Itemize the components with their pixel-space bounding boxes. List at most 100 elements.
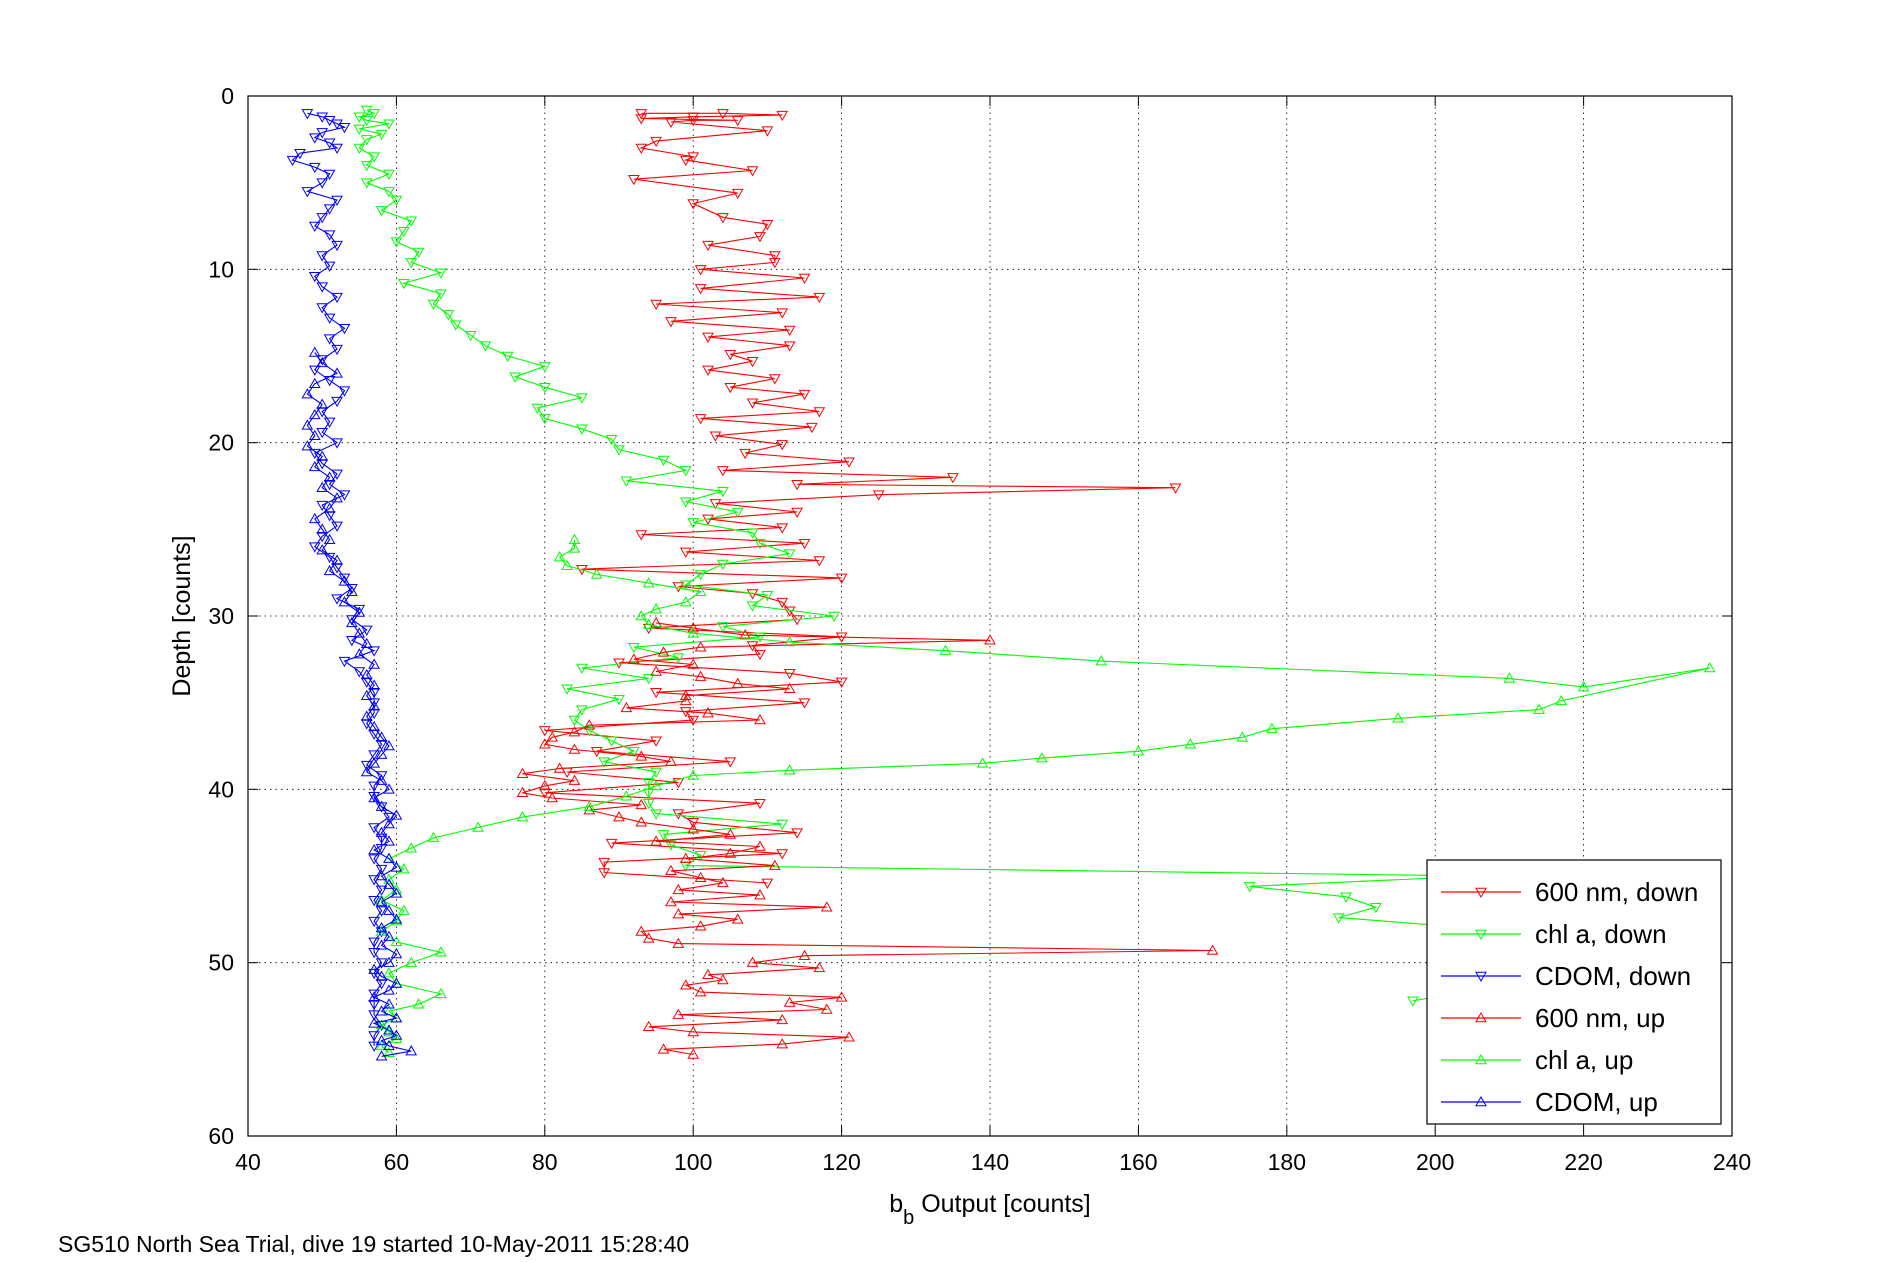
data-point [360,710,373,721]
data-point [561,559,573,570]
data-point [331,554,343,565]
data-point [316,428,329,439]
data-point [375,921,388,933]
data-point [375,774,388,785]
data-point [687,1048,700,1059]
data-point [383,1046,395,1058]
data-point [568,542,581,553]
data-point [383,1039,395,1051]
data-point [353,606,366,617]
data-point [843,457,855,468]
data-point [368,729,381,740]
data-point [390,935,403,947]
data-point [368,658,381,669]
x-tick-label: 40 [235,1149,261,1175]
data-point [338,596,351,607]
legend-label: CDOM, up [1535,1087,1658,1117]
legend-marker [1475,971,1487,983]
data-point [657,455,670,467]
data-point [375,885,388,896]
data-point [776,308,789,319]
data-point [694,570,707,581]
data-point [360,178,373,189]
x-tick-label: 240 [1713,1149,1751,1175]
data-point [798,698,811,709]
data-point [1266,722,1278,733]
data-point [501,351,514,363]
data-point [754,889,766,900]
data-point [642,674,655,685]
data-point [694,585,707,596]
data-point [412,998,425,1009]
data-point [783,668,796,680]
data-point [687,823,700,834]
data-point [316,213,329,224]
data-point [702,707,714,718]
data-point [308,429,321,440]
data-point [516,767,529,778]
data-point [390,913,403,924]
x-tick-label: 160 [1119,1149,1157,1175]
data-point [375,731,388,742]
data-point [798,273,811,285]
data-point [360,677,373,688]
data-point [776,523,789,534]
data-point [346,636,358,647]
data-point [568,774,581,785]
data-point [642,1020,655,1032]
data-point [791,507,803,519]
data-point [375,802,388,813]
data-point [375,748,388,759]
data-point [694,641,707,652]
legend-marker [1475,887,1487,899]
data-point [368,152,381,163]
data-point [672,1008,685,1019]
data-point [338,122,351,134]
data-point [731,677,744,688]
data-point [813,556,826,567]
data-point [390,1032,403,1044]
data-point [316,128,329,139]
data-point [331,292,343,304]
data-point [375,833,388,844]
data-point [316,356,329,368]
data-point [360,765,373,777]
data-point [694,850,707,862]
data-point [308,408,321,420]
data-point [687,658,700,669]
data-point [613,694,625,706]
legend-label: 600 nm, down [1535,877,1698,907]
data-point [353,143,366,155]
legend-marker [1475,1011,1487,1023]
data-point [724,382,737,394]
data-point [353,648,366,659]
data-point [620,790,633,801]
data-point [665,755,677,766]
data-point [383,119,395,130]
data-point [427,299,440,311]
data-point [397,863,410,874]
data-point [338,575,351,586]
data-point [479,341,492,352]
series-cdom-up [301,346,418,1061]
figure-caption: SG510 North Sea Trial, dive 19 started 1… [58,1231,689,1257]
data-point [820,1003,833,1014]
data-point [323,417,336,428]
legend-label: CDOM, down [1535,961,1691,991]
data-point [650,136,662,148]
data-point [375,826,388,837]
data-point [368,991,381,1002]
data-point [472,821,484,832]
data-point [665,317,677,328]
data-point [746,601,759,612]
data-point [308,162,321,174]
data-point [516,811,529,822]
data-point [294,148,306,160]
data-point [813,407,826,418]
data-point [657,646,670,657]
data-point [338,386,351,397]
data-point [331,521,343,532]
data-point [316,481,329,492]
data-point [405,842,418,853]
data-point [694,265,707,276]
